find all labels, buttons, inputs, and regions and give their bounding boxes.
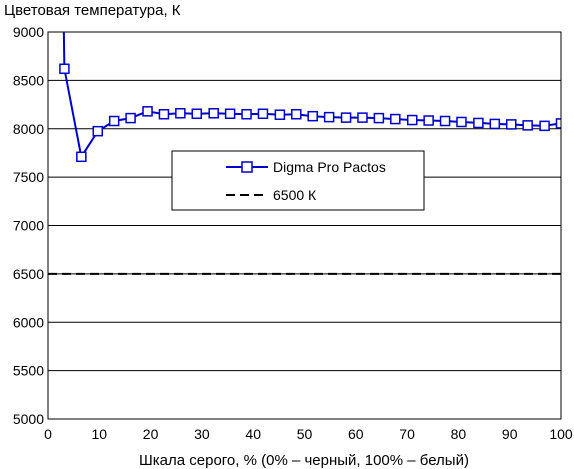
data-point <box>555 118 561 129</box>
data-point <box>357 112 368 123</box>
data-point <box>274 109 286 120</box>
x-tick-label: 20 <box>143 426 159 442</box>
legend-label-digma: Digma Pro Pactos <box>273 159 386 175</box>
x-tick-label: 40 <box>245 426 261 442</box>
data-point <box>191 108 203 120</box>
y-tick-label: 8000 <box>13 121 44 137</box>
x-tick-label: 30 <box>194 426 210 442</box>
data-point <box>489 118 501 130</box>
data-point <box>208 108 219 119</box>
x-tick-label: 90 <box>502 426 518 442</box>
data-point <box>257 108 269 120</box>
data-point <box>505 119 517 130</box>
y-tick-label: 6000 <box>13 314 44 330</box>
x-tick-label: 50 <box>297 426 313 442</box>
y-tick-label: 6500 <box>13 266 44 282</box>
data-point <box>224 108 236 120</box>
data-point <box>340 112 352 123</box>
data-point <box>108 115 120 127</box>
legend-marker-digma <box>241 161 253 173</box>
x-tick-labels: 0 10 20 30 40 50 60 70 80 90 100 <box>44 426 573 442</box>
data-point <box>323 111 335 123</box>
x-tick-label: 100 <box>549 426 573 442</box>
data-point <box>175 108 186 119</box>
y-tick-label: 5500 <box>13 363 44 379</box>
data-point <box>473 117 484 129</box>
data-point <box>522 120 533 131</box>
data-point <box>307 110 318 122</box>
x-tick-label: 80 <box>451 426 467 442</box>
series-layer <box>48 32 561 275</box>
y-tick-label: 7000 <box>13 218 44 234</box>
y-tick-label: 8500 <box>13 72 44 88</box>
data-point <box>158 108 170 120</box>
y-tick-label: 9000 <box>13 24 44 40</box>
data-point <box>539 120 550 132</box>
x-tick-label: 0 <box>44 426 52 442</box>
data-point <box>423 115 434 126</box>
y-tick-label: 7500 <box>13 169 44 185</box>
legend-box <box>171 150 425 211</box>
data-point <box>291 108 302 120</box>
data-point <box>59 63 70 75</box>
data-point <box>373 112 385 124</box>
data-point <box>406 114 418 126</box>
data-point <box>92 125 104 137</box>
legend: Digma Pro Pactos 6500 К <box>171 150 425 211</box>
x-tick-label: 60 <box>348 426 364 442</box>
y-tick-labels: 5000 5500 6000 6500 7000 7500 8000 8500 9000 <box>13 24 44 427</box>
data-point <box>125 112 136 124</box>
legend-label-6500: 6500 К <box>273 187 317 203</box>
data-point <box>390 113 401 125</box>
x-tick-label: 70 <box>399 426 415 442</box>
data-point <box>241 108 252 120</box>
data-point <box>142 106 153 117</box>
x-axis-label: Шкала серого, % (0% – черный, 100% – бел… <box>139 452 469 469</box>
y-tick-label: 5000 <box>13 411 44 427</box>
plot-frame <box>47 31 562 420</box>
data-point <box>439 115 451 127</box>
data-point <box>76 151 87 163</box>
x-tick-label: 10 <box>92 426 108 442</box>
y-axis-label: Цветовая температура, К <box>4 2 181 19</box>
data-point <box>456 116 467 128</box>
